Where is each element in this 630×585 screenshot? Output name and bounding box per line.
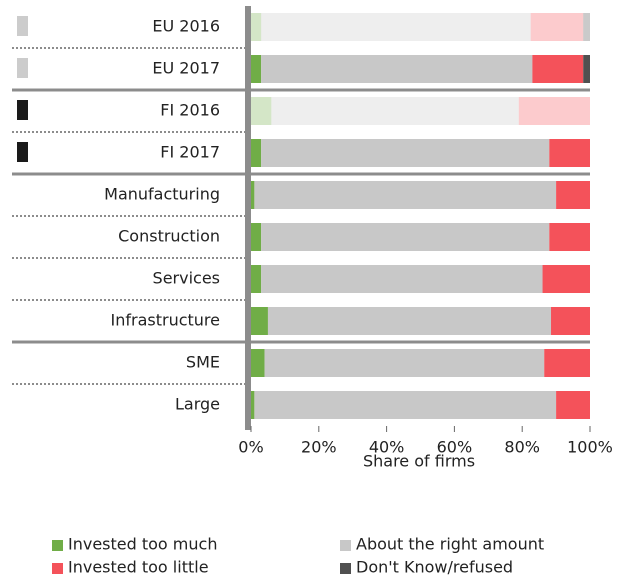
bar-segment [530,13,584,41]
x-axis-label: Share of firms [363,452,475,471]
bar-segment [251,97,272,125]
bar-segment [544,349,590,377]
bar-segment [264,349,545,377]
bar-segment [251,13,262,41]
bar-segment [254,181,557,209]
legend-label: Invested too little [68,558,209,577]
category-label: EU 2016 [152,17,220,36]
legend-swatch [340,563,351,574]
category-label: Large [175,395,220,414]
category-marker [17,100,28,120]
category-label: EU 2017 [152,59,220,78]
bar-segment [251,55,262,83]
category-label: Services [153,269,220,288]
bar-segment [261,223,550,251]
category-marker [17,58,28,78]
x-tick-label: 60% [437,438,473,457]
bar-segment [549,139,590,167]
category-label: Construction [118,227,220,246]
category-label: FI 2017 [160,143,220,162]
x-tick-label: 20% [301,438,337,457]
bar-segment [549,223,590,251]
bar-segment [556,181,590,209]
category-label: SME [186,353,220,372]
bar-segment [251,181,255,209]
x-tick-label: 80% [504,438,540,457]
x-tick-label: 100% [567,438,613,457]
bar-segment [583,13,590,41]
bar-segment [518,97,590,125]
category-label: FI 2016 [160,101,220,120]
bar-segment [251,139,262,167]
bar-segment [251,391,255,419]
bar-segment [542,265,590,293]
bar-segment [261,55,533,83]
bar-segment [251,223,262,251]
bar-segment [251,265,262,293]
legend-swatch [52,540,63,551]
bar-segment [551,307,590,335]
legend-swatch [52,563,63,574]
legend-label: About the right amount [356,535,544,554]
legend-label: Don't Know/refused [356,558,513,577]
bar-segment [261,265,543,293]
x-tick-label: 0% [238,438,263,457]
category-label: Infrastructure [111,311,220,330]
bar-segment [254,391,557,419]
bar-segment [583,55,590,83]
bar-segment [261,13,531,41]
category-marker [17,16,28,36]
legend-label: Invested too much [68,535,217,554]
bar-segment [251,349,265,377]
bar-segment [261,139,550,167]
bar-segment [532,55,584,83]
bar-segment [556,391,590,419]
bar-segment [271,97,519,125]
bar-segment [251,307,268,335]
bar-segment [267,307,552,335]
category-label: Manufacturing [104,185,220,204]
x-tick-label: 40% [369,438,405,457]
category-marker [17,142,28,162]
legend-swatch [340,540,351,551]
